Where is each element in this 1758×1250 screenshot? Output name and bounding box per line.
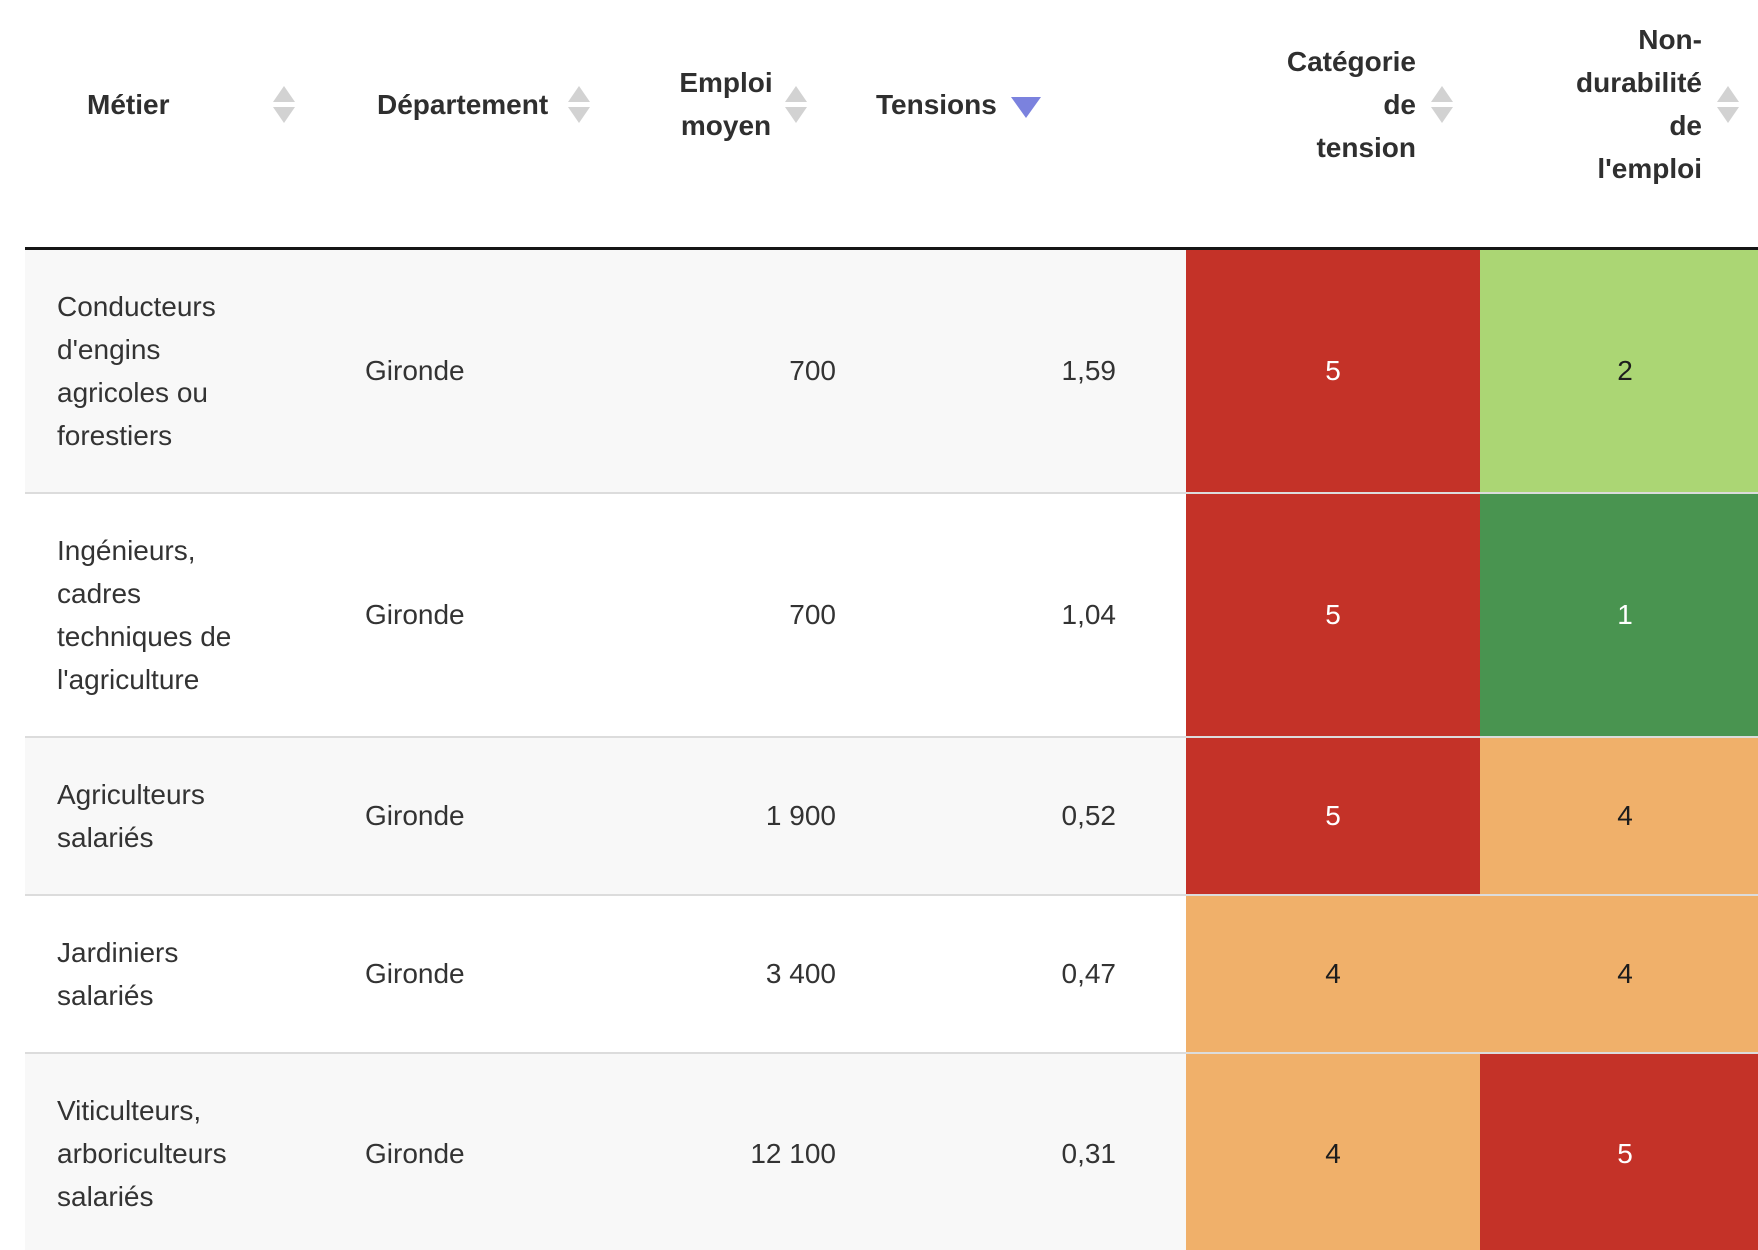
- sort-icon: [1717, 85, 1739, 123]
- table-row: Conducteurs d'engins agricoles ou forest…: [25, 248, 1758, 493]
- tension-table: Métier Département Emploi moyen: [25, 0, 1758, 1250]
- metier-cell: Jardiniers salariés: [25, 893, 307, 1053]
- column-header-metier[interactable]: Métier: [25, 0, 307, 250]
- column-label-non-durabilite: Non- durabilité de l'emploi: [1575, 24, 1702, 184]
- categorie-tension-cell: 5: [1186, 248, 1480, 493]
- column-label-metier: Métier: [87, 88, 170, 120]
- metier-cell: Agriculteurs salariés: [25, 735, 307, 895]
- tensions-cell: 0,31: [866, 1051, 1186, 1250]
- column-label-categorie-tension: Catégorie de tension: [1286, 45, 1416, 163]
- emploi-moyen-cell: 700: [620, 248, 866, 493]
- non-durabilite-cell: 4: [1480, 735, 1758, 895]
- table-row: Agriculteurs salariés Gironde 1 900 0,52…: [25, 735, 1758, 895]
- tensions-cell: 1,04: [866, 491, 1186, 737]
- departement-cell: Gironde: [307, 1051, 620, 1250]
- emploi-moyen-cell: 1 900: [620, 735, 866, 895]
- emploi-moyen-cell: 3 400: [620, 893, 866, 1053]
- non-durabilite-cell: 4: [1480, 893, 1758, 1053]
- emploi-moyen-cell: 700: [620, 491, 866, 737]
- table-body: Conducteurs d'engins agricoles ou forest…: [25, 248, 1758, 1250]
- departement-cell: Gironde: [307, 491, 620, 737]
- categorie-tension-cell: 4: [1186, 893, 1480, 1053]
- tensions-cell: 1,59: [866, 248, 1186, 493]
- non-durabilite-cell: 2: [1480, 248, 1758, 493]
- sort-icon: [784, 85, 807, 123]
- departement-cell: Gironde: [307, 893, 620, 1053]
- table-header: Métier Département Emploi moyen: [25, 0, 1758, 250]
- emploi-moyen-cell: 12 100: [620, 1051, 866, 1250]
- departement-cell: Gironde: [307, 248, 620, 493]
- table-row: Viticulteurs, arboriculteurs salariés Gi…: [25, 1051, 1758, 1250]
- table-row: Ingénieurs, cadres techniques de l'agric…: [25, 491, 1758, 737]
- sort-icon: [273, 85, 295, 123]
- column-label-tensions: Tensions: [876, 88, 997, 120]
- tensions-cell: 0,47: [866, 893, 1186, 1053]
- column-label-emploi-moyen: Emploi moyen: [679, 67, 773, 141]
- non-durabilite-cell: 1: [1480, 491, 1758, 737]
- tension-table-container: Métier Département Emploi moyen: [25, 0, 1758, 1250]
- categorie-tension-cell: 4: [1186, 1051, 1480, 1250]
- column-header-non-durabilite[interactable]: Non- durabilité de l'emploi: [1480, 0, 1758, 250]
- column-header-departement[interactable]: Département: [307, 0, 620, 250]
- tensions-cell: 0,52: [866, 735, 1186, 895]
- metier-cell: Conducteurs d'engins agricoles ou forest…: [25, 248, 307, 493]
- categorie-tension-cell: 5: [1186, 735, 1480, 895]
- departement-cell: Gironde: [307, 735, 620, 895]
- metier-cell: Ingénieurs, cadres techniques de l'agric…: [25, 491, 307, 737]
- column-label-departement: Département: [377, 88, 549, 120]
- non-durabilite-cell: 5: [1480, 1051, 1758, 1250]
- sort-icon: [568, 85, 590, 123]
- metier-cell: Viticulteurs, arboriculteurs salariés: [25, 1051, 307, 1250]
- categorie-tension-cell: 5: [1186, 491, 1480, 737]
- column-header-emploi-moyen[interactable]: Emploi moyen: [620, 0, 866, 250]
- column-header-tensions[interactable]: Tensions: [866, 0, 1186, 250]
- sort-icon: [1431, 85, 1453, 123]
- sort-descending-icon: [1010, 96, 1041, 118]
- column-header-categorie-tension[interactable]: Catégorie de tension: [1186, 0, 1480, 250]
- table-row: Jardiniers salariés Gironde 3 400 0,47 4…: [25, 893, 1758, 1053]
